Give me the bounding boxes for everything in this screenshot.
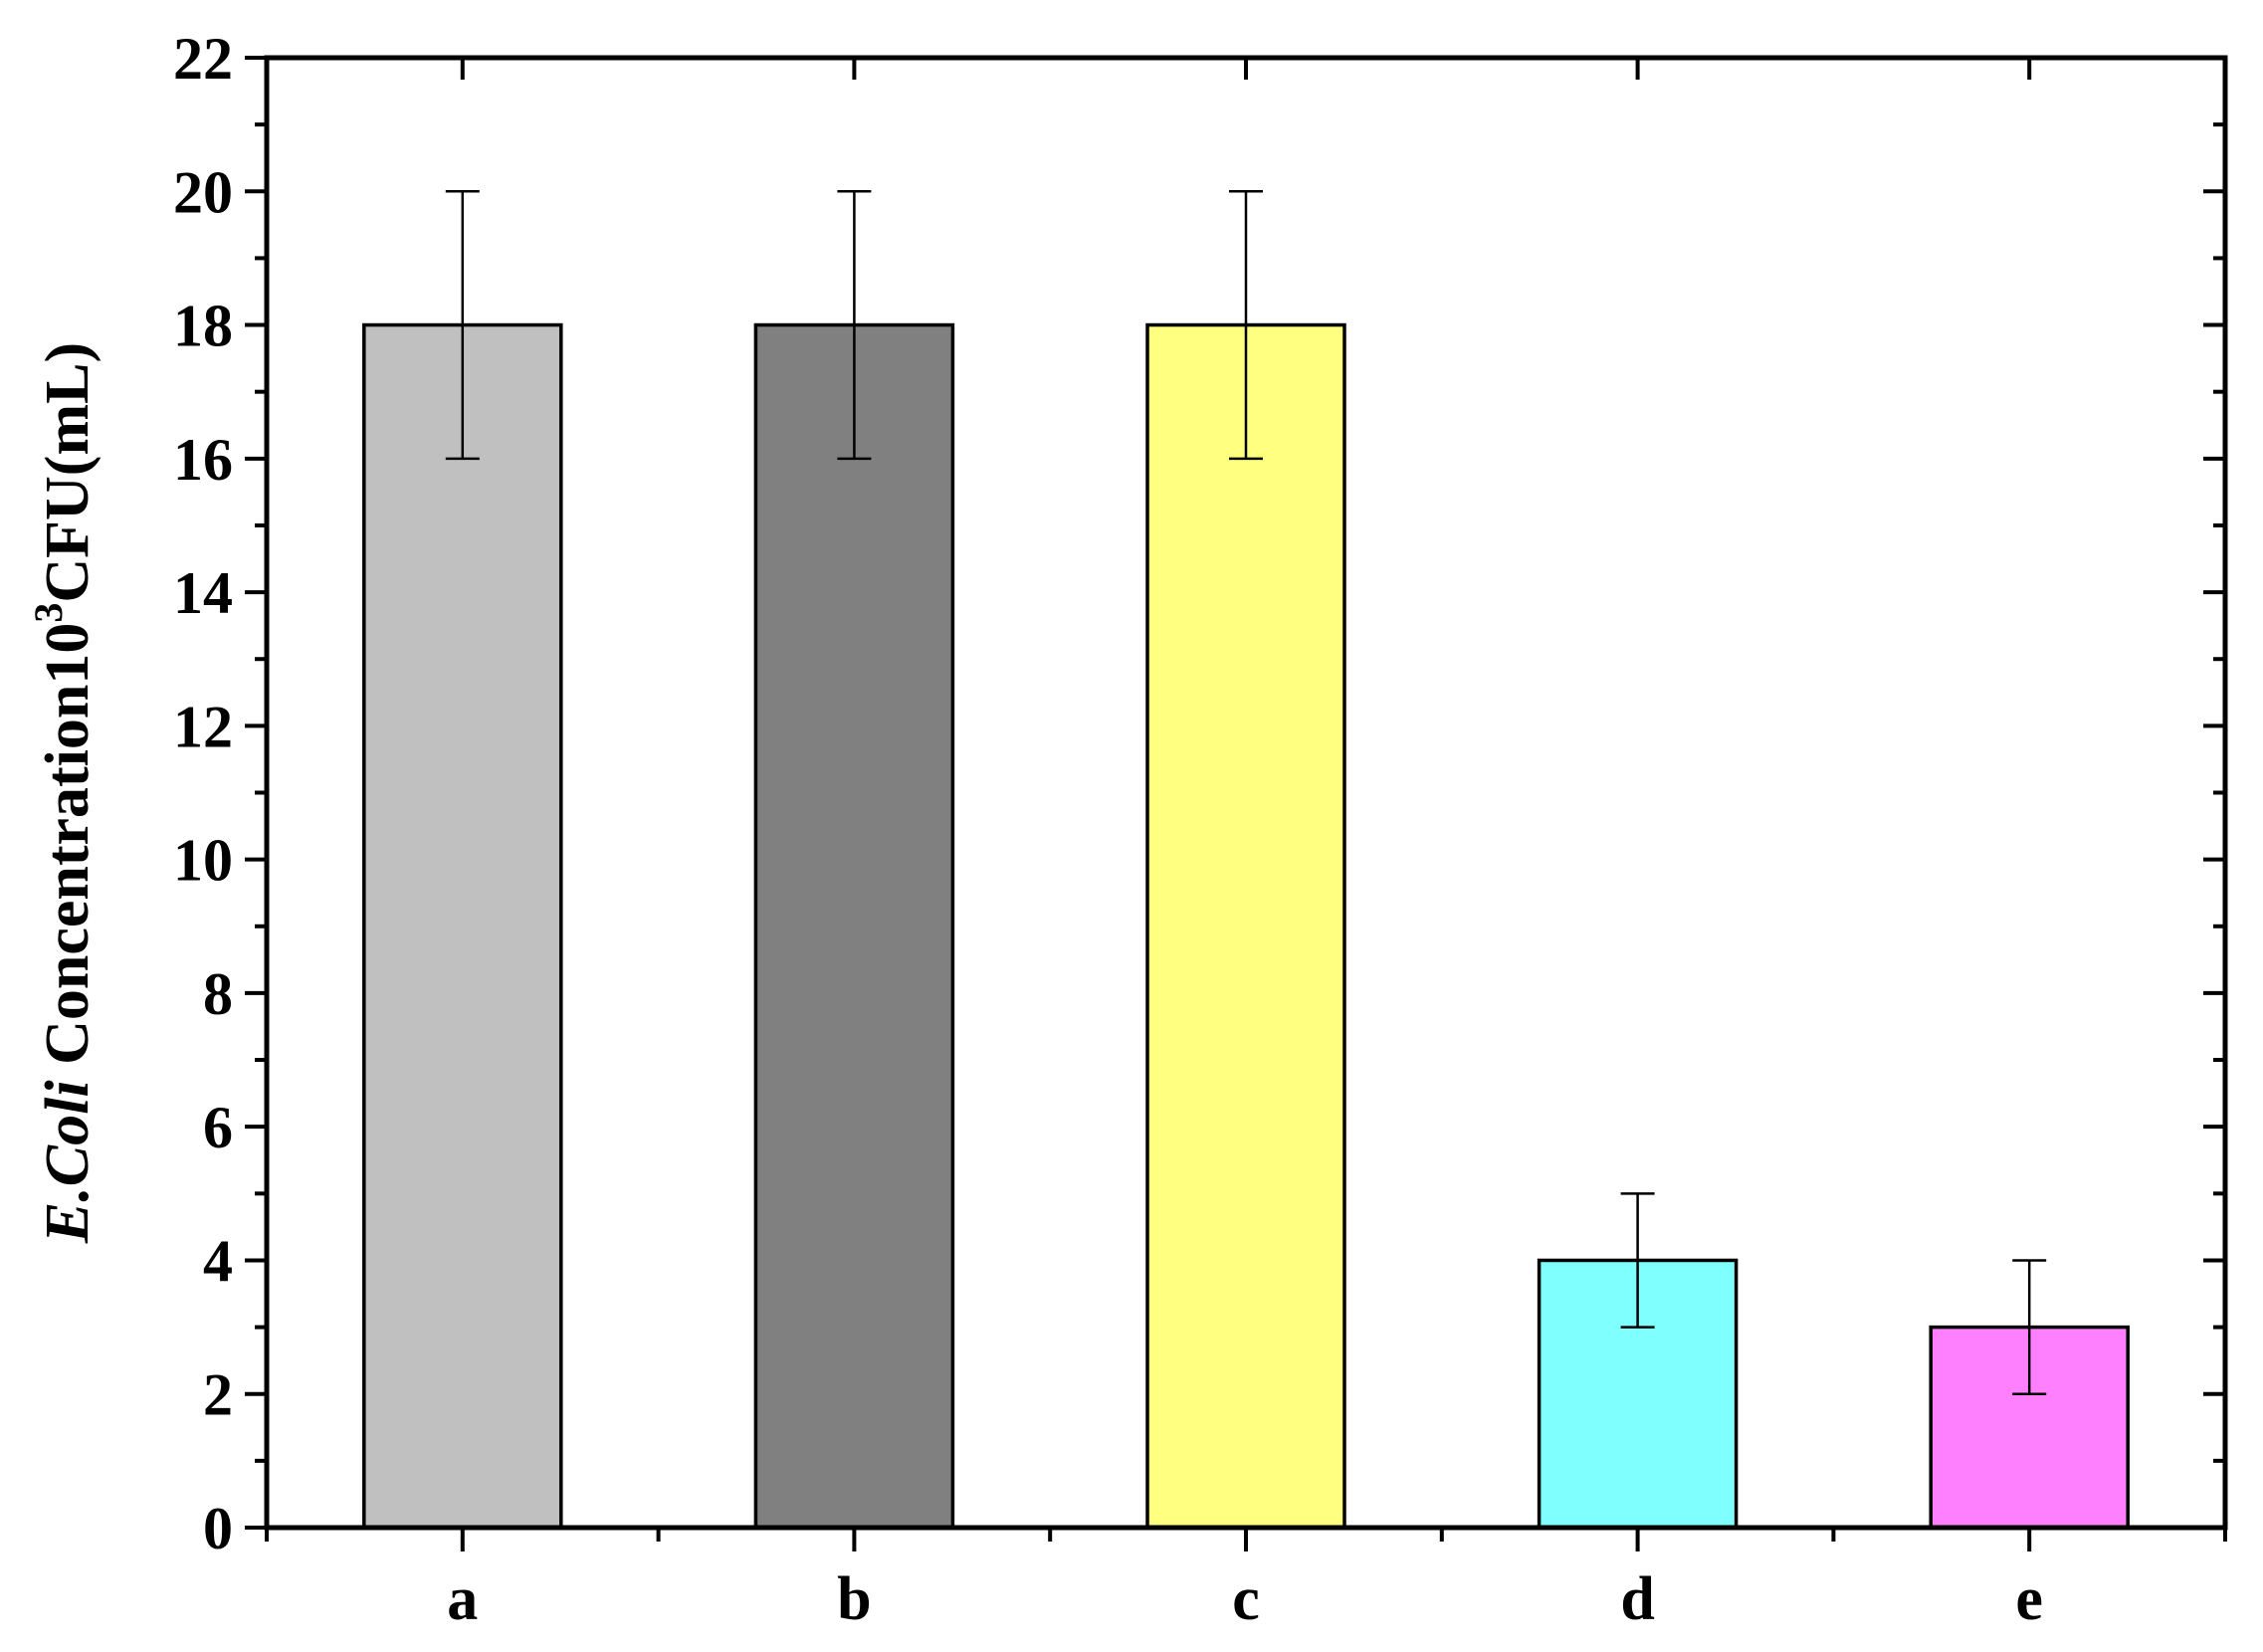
bar-c bbox=[1145, 322, 1346, 1530]
y-tick-label: 20 bbox=[173, 159, 233, 225]
error-bar-e bbox=[2012, 1259, 2047, 1395]
x-axis-ticks: a b c d e bbox=[265, 58, 2227, 1633]
y-tick-label: 18 bbox=[173, 294, 233, 359]
error-bars-layer bbox=[445, 190, 2047, 1395]
x-tick-label-c: c bbox=[1232, 1565, 1260, 1633]
y-axis-label-italic: E.Coli bbox=[34, 1080, 102, 1244]
y-tick-label: 6 bbox=[203, 1095, 233, 1160]
y-axis-label-unit: CFU(mL) bbox=[34, 342, 102, 603]
y-tick-label: 4 bbox=[203, 1228, 233, 1294]
x-tick-label-d: d bbox=[1620, 1565, 1654, 1633]
y-axis-label-superscript: 3 bbox=[26, 603, 71, 623]
y-tick-label: 12 bbox=[173, 694, 233, 759]
y-tick-label: 16 bbox=[173, 427, 233, 493]
x-tick-label-a: a bbox=[447, 1565, 478, 1633]
y-tick-label: 22 bbox=[173, 26, 233, 92]
y-tick-label: 0 bbox=[203, 1496, 233, 1561]
y-tick-label: 8 bbox=[203, 961, 233, 1027]
error-bar-b bbox=[837, 190, 872, 461]
bar-b bbox=[753, 322, 955, 1530]
bars-layer bbox=[362, 322, 2130, 1530]
error-bar-d bbox=[1620, 1192, 1655, 1329]
bar-a bbox=[362, 322, 563, 1530]
x-tick-label-e: e bbox=[2015, 1565, 2043, 1633]
y-axis-ticks: 0 2 4 6 8 10 12 14 16 18 20 22 bbox=[173, 26, 2225, 1561]
y-tick-label: 14 bbox=[173, 560, 233, 626]
error-bar-a bbox=[445, 190, 480, 461]
x-tick-label-b: b bbox=[837, 1565, 871, 1633]
y-tick-label: 10 bbox=[173, 828, 233, 894]
y-axis-label: E.Coli Concentration103CFU(mL) bbox=[26, 342, 102, 1244]
error-bar-c bbox=[1229, 190, 1263, 461]
y-tick-label: 2 bbox=[203, 1362, 233, 1428]
y-axis-label-main: Concentration10 bbox=[34, 623, 102, 1081]
